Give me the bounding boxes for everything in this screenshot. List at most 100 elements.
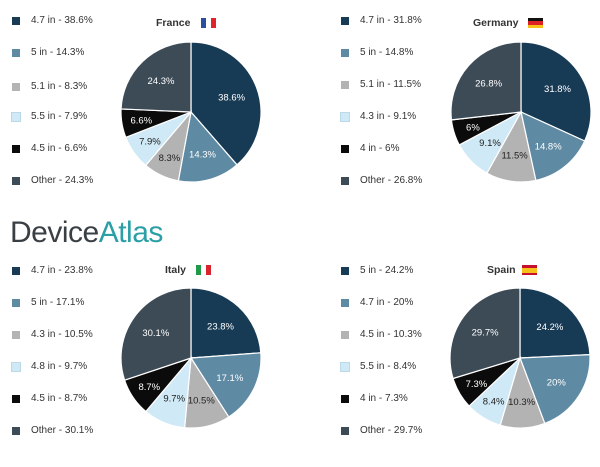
flag-stripe: [206, 18, 211, 28]
panel-spain: 5 in - 24.2% 4.7 in - 20% 4.5 in - 10.3% 5.…: [329, 257, 600, 467]
chart-title-germany: Germany: [473, 17, 519, 29]
pie-slice-spain: [519, 353, 591, 425]
chart-title-spain: Spain: [487, 264, 516, 276]
legend-label: 5 in - 14.3%: [31, 47, 85, 58]
flag-stripe: [522, 272, 537, 275]
legend-swatch: [12, 145, 20, 153]
legend-swatch: [341, 145, 349, 153]
pie-slice-spain: [449, 287, 521, 380]
legend-label: 4.5 in - 10.3%: [360, 329, 422, 340]
legend-label: Other - 29.7%: [360, 425, 423, 436]
legend-label: 5 in - 24.2%: [360, 265, 414, 276]
flag-stripe: [196, 265, 201, 275]
legend-label: 4.7 in - 20%: [360, 297, 414, 308]
pie-data-label-france: 24.3%: [148, 76, 175, 87]
legend-label: 4.3 in - 9.1%: [360, 111, 417, 122]
legend-label: 4.7 in - 38.6%: [31, 15, 93, 26]
pie-data-label-spain: 10.3%: [508, 397, 535, 408]
pie-data-label-france: 7.9%: [139, 137, 161, 148]
france-flag-icon: [201, 18, 216, 28]
legend-swatch: [341, 17, 349, 25]
device-atlas-logo: DeviceAtlas: [10, 213, 163, 253]
flag-stripe: [528, 24, 543, 28]
pie-data-label-germany: 11.5%: [501, 150, 528, 161]
pie-chart-italy: 23.8% 17.1% 10.5%9.7%8.7% 30.1%: [120, 287, 262, 429]
spain-flag-icon: [522, 265, 537, 275]
flag-stripe: [522, 265, 537, 268]
pie-data-label-spain: 20%: [547, 377, 567, 388]
panel-france: 4.7 in - 38.6% 5 in - 14.3% 5.1 in - 8.3% 5…: [0, 0, 300, 210]
legend-swatch: [12, 267, 20, 275]
pie-slice-germany: [450, 41, 522, 121]
legend-swatch: [12, 427, 20, 435]
legend-label: 5.1 in - 11.5%: [360, 79, 421, 90]
legend-label: 4.3 in - 10.5%: [31, 329, 93, 340]
legend-swatch: [341, 49, 349, 57]
logo-prefix: Device: [10, 216, 99, 249]
pie-data-label-germany: 9.1%: [479, 138, 501, 149]
legend-swatch: [12, 17, 20, 25]
pie-slice-germany: [520, 110, 586, 182]
pie-chart-spain: 24.2% 20% 10.3%8.4% 7.3% 29.7%: [449, 287, 591, 429]
pie-data-label-spain: 29.7%: [472, 328, 499, 339]
legend-label: 5 in - 14.8%: [360, 47, 414, 58]
panel-germany: 4.7 in - 31.8% 5 in - 14.8% 5.1 in - 11.5%…: [329, 0, 600, 210]
italy-flag-icon: [196, 265, 211, 275]
legend-swatch: [12, 395, 20, 403]
legend-swatch: [341, 299, 349, 307]
pie-slice-italy: [120, 287, 192, 381]
legend-swatch: [11, 362, 21, 372]
legend-swatch: [341, 267, 349, 275]
logo-suffix: Atlas: [98, 216, 164, 249]
legend-swatch: [12, 177, 20, 185]
legend-label: 5.5 in - 7.9%: [31, 111, 88, 122]
legend-swatch: [341, 427, 349, 435]
legend-swatch: [340, 362, 350, 372]
legend-label: 4 in - 6%: [360, 143, 400, 154]
flag-stripe: [211, 18, 216, 28]
pie-data-label-spain: 7.3%: [466, 379, 488, 390]
pie-slice-italy: [190, 287, 262, 359]
pie-data-label-france: 6.6%: [130, 116, 152, 127]
legend-label: 5.1 in - 8.3%: [31, 81, 88, 92]
pie-data-label-france: 14.3%: [189, 149, 216, 160]
pie-data-label-germany: 26.8%: [475, 79, 502, 90]
legend-label: Other - 30.1%: [31, 425, 94, 436]
pie-slice-france: [190, 41, 262, 166]
germany-flag-icon: [528, 18, 543, 28]
chart-title-france: France: [156, 17, 191, 29]
flag-stripe: [522, 267, 537, 273]
pie-chart-france: 38.6% 14.3% 8.3% 7.9% 6.6% 24.3%: [120, 41, 262, 183]
legend-label: Other - 26.8%: [360, 175, 423, 186]
legend-label: 4 in - 7.3%: [360, 393, 408, 404]
pie-data-label-germany: 31.8%: [544, 84, 571, 95]
pie-slice-spain: [519, 287, 591, 359]
pie-data-label-germany: 6%: [466, 123, 480, 134]
pie-data-label-france: 38.6%: [218, 92, 245, 103]
legend-label: 5 in - 17.1%: [31, 297, 85, 308]
flag-stripe: [206, 265, 211, 275]
pie-data-label-italy: 10.5%: [188, 396, 215, 407]
legend-swatch: [341, 177, 349, 185]
legend-swatch: [340, 112, 350, 122]
pie-chart-germany: 31.8% 14.8% 11.5%9.1% 6% 26.8%: [450, 41, 592, 183]
legend-label: 4.5 in - 8.7%: [31, 393, 88, 404]
pie-data-label-italy: 23.8%: [207, 322, 234, 333]
legend-label: 4.8 in - 9.7%: [31, 361, 88, 372]
pie-slice-germany: [520, 41, 592, 142]
legend-label: 4.5 in - 6.6%: [31, 143, 88, 154]
flag-stripe: [201, 265, 206, 275]
legend-label: 4.7 in - 31.8%: [360, 15, 422, 26]
legend-swatch: [12, 83, 20, 91]
pie-data-label-france: 8.3%: [159, 153, 181, 164]
pie-data-label-italy: 9.7%: [163, 394, 185, 405]
pie-slice-france: [177, 110, 238, 183]
pie-data-label-italy: 30.1%: [142, 328, 169, 339]
chart-title-italy: Italy: [165, 264, 187, 276]
panel-italy: 4.7 in - 23.8% 5 in - 17.1% 4.3 in - 10.5%…: [0, 257, 300, 467]
pie-slice-italy: [189, 352, 262, 418]
pie-data-label-spain: 24.2%: [536, 322, 563, 333]
legend-swatch: [341, 81, 349, 89]
legend-swatch: [341, 395, 349, 403]
pie-data-label-italy: 17.1%: [216, 373, 243, 384]
